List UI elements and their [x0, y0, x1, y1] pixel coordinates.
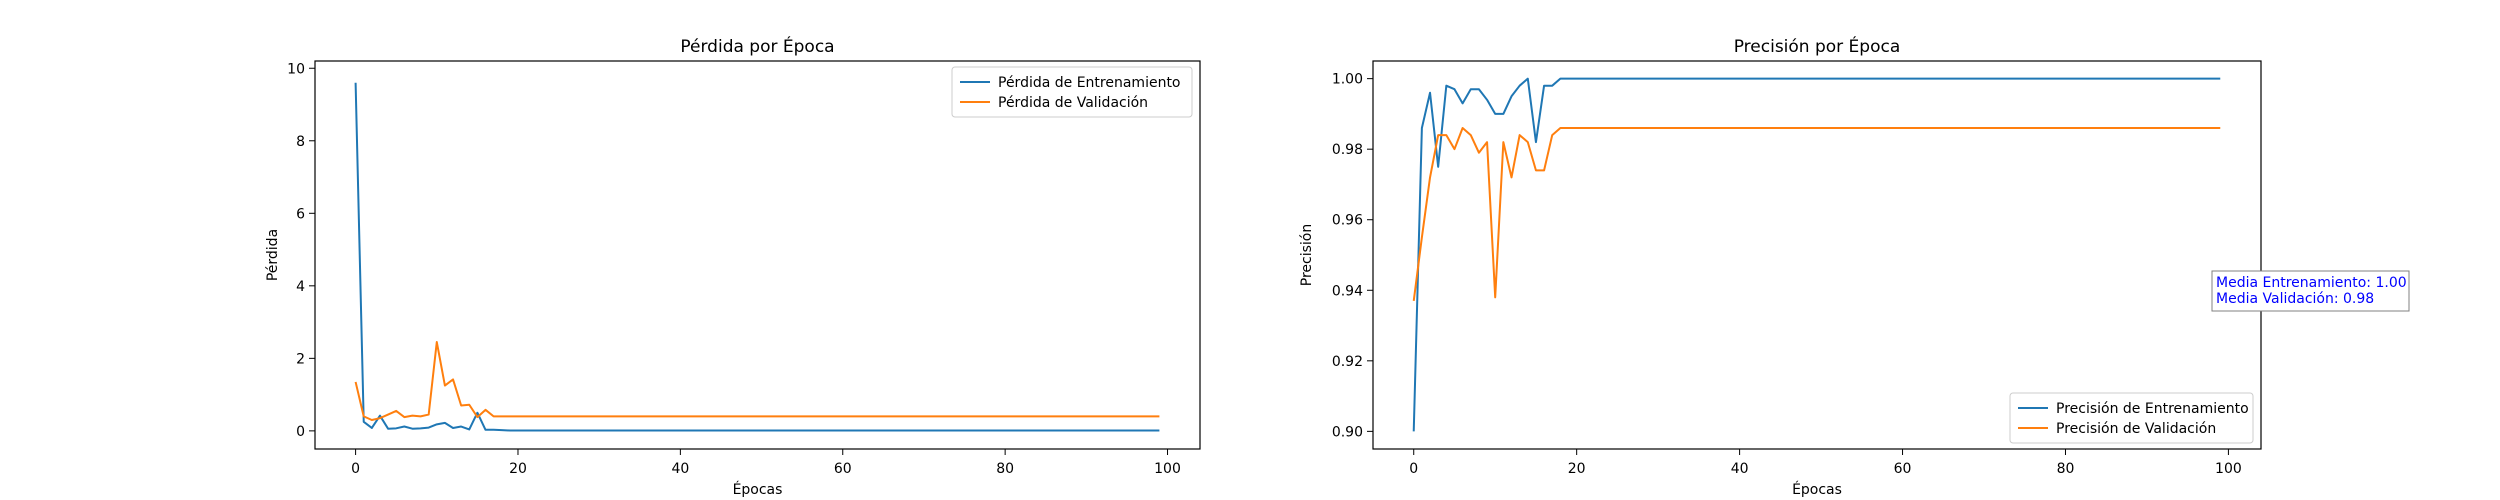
series-line-validation: [1412, 127, 2221, 301]
axes-frame: [314, 60, 1201, 450]
y-tick-label: 0.98: [1332, 142, 1363, 158]
x-tick-label: 60: [1894, 461, 1912, 477]
y-tick-label: 4: [296, 279, 305, 295]
y-tick-label: 0.92: [1332, 354, 1363, 370]
x-tick-label: 80: [2057, 461, 2075, 477]
x-tick-label: 20: [1568, 461, 1586, 477]
x-axis-label: Épocas: [1792, 481, 1842, 498]
chart-title: Pérdida por Época: [680, 35, 834, 57]
y-tick-label: 8: [296, 134, 305, 150]
y-tick-label: 2: [296, 351, 305, 367]
x-tick-label: 40: [1731, 461, 1749, 477]
y-tick-label: 1.00: [1332, 72, 1363, 88]
y-tick-label: 0: [296, 424, 305, 440]
y-tick-label: 0.90: [1332, 424, 1363, 440]
y-tick-label: 10: [287, 61, 305, 77]
legend-box: [2009, 392, 2254, 444]
x-tick-label: 0: [351, 461, 360, 477]
y-axis-label: Precisión: [1299, 224, 1315, 286]
x-tick-label: 20: [509, 461, 527, 477]
x-tick-label: 0: [1409, 461, 1418, 477]
series-line-train: [1412, 77, 2221, 432]
accuracy-chart: 0 20 40 60 80 100 0.90 0.92 0.94 0.96 0.98 1.00 Prec…: [1299, 35, 2410, 498]
legend-label-validation: Precisión de Validación: [2056, 421, 2216, 437]
loss-chart: 0 20 40 60 80 100 0 2 4 6 8 10 Pérdida por Época Époc…: [265, 35, 1201, 498]
annotation-text: Media Validación: 0.98: [2216, 291, 2374, 307]
legend-box: [951, 66, 1193, 118]
annotation-box: [2211, 270, 2410, 312]
annotation-text: Media Entrenamiento: 1.00: [2216, 275, 2407, 291]
legend-label-validation: Pérdida de Validación: [998, 95, 1148, 111]
y-axis-label: Pérdida: [265, 229, 281, 281]
x-tick-label: 40: [671, 461, 689, 477]
y-tick-label: 0.96: [1332, 213, 1363, 229]
chart-title: Precisión por Época: [1734, 35, 1901, 57]
x-axis-label: Épocas: [733, 481, 783, 498]
series-line-train: [354, 82, 1160, 432]
y-tick-label: 0.94: [1332, 283, 1363, 299]
axes-frame: [1372, 60, 2262, 450]
y-tick-label: 6: [296, 206, 305, 222]
x-tick-label: 100: [1154, 461, 1181, 477]
series-line-validation: [354, 341, 1160, 421]
x-tick-label: 60: [834, 461, 852, 477]
x-tick-label: 100: [2215, 461, 2242, 477]
x-tick-label: 80: [996, 461, 1014, 477]
legend-label-train: Pérdida de Entrenamiento: [998, 75, 1181, 91]
legend-label-train: Precisión de Entrenamiento: [2056, 401, 2249, 417]
